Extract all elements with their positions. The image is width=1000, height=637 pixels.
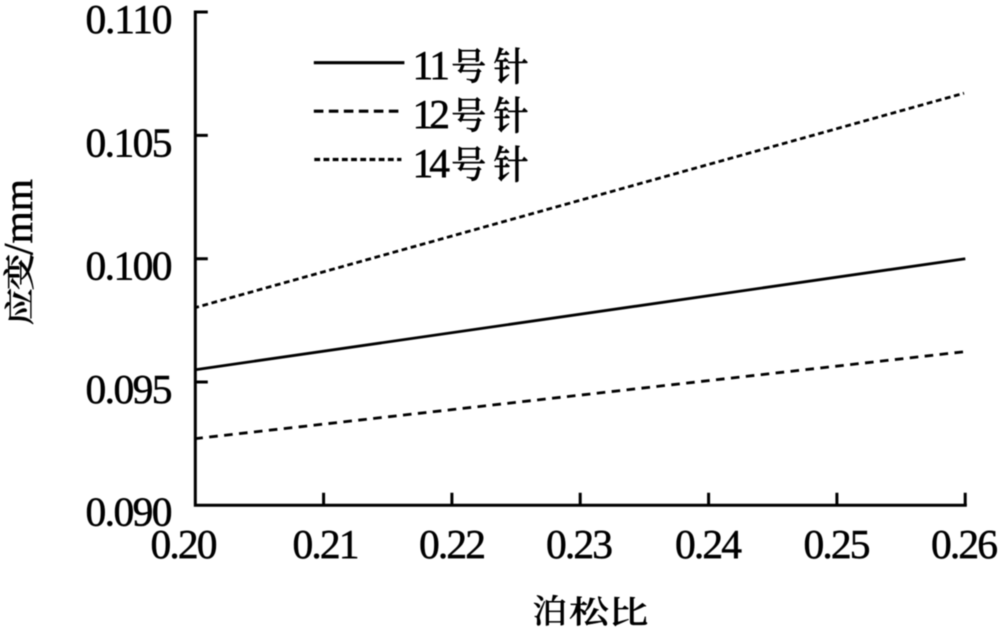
svg-text:0.24: 0.24 [675, 521, 742, 567]
svg-text:12: 12 [413, 91, 451, 137]
svg-text:14: 14 [413, 140, 451, 186]
svg-text:0.20: 0.20 [151, 521, 218, 567]
svg-text:0.25: 0.25 [804, 521, 871, 567]
svg-text:/mm: /mm [0, 179, 41, 255]
svg-text:11: 11 [413, 42, 451, 88]
svg-text:0.21: 0.21 [293, 521, 360, 567]
svg-text:0.26: 0.26 [931, 521, 998, 567]
svg-text:0.090: 0.090 [86, 489, 173, 535]
svg-text:0.22: 0.22 [419, 521, 486, 567]
svg-text:0.095: 0.095 [86, 366, 173, 412]
svg-text:0.110: 0.110 [86, 0, 173, 42]
svg-text:0.23: 0.23 [546, 521, 613, 567]
svg-text:0.105: 0.105 [86, 119, 173, 165]
svg-text:0.100: 0.100 [86, 243, 173, 289]
